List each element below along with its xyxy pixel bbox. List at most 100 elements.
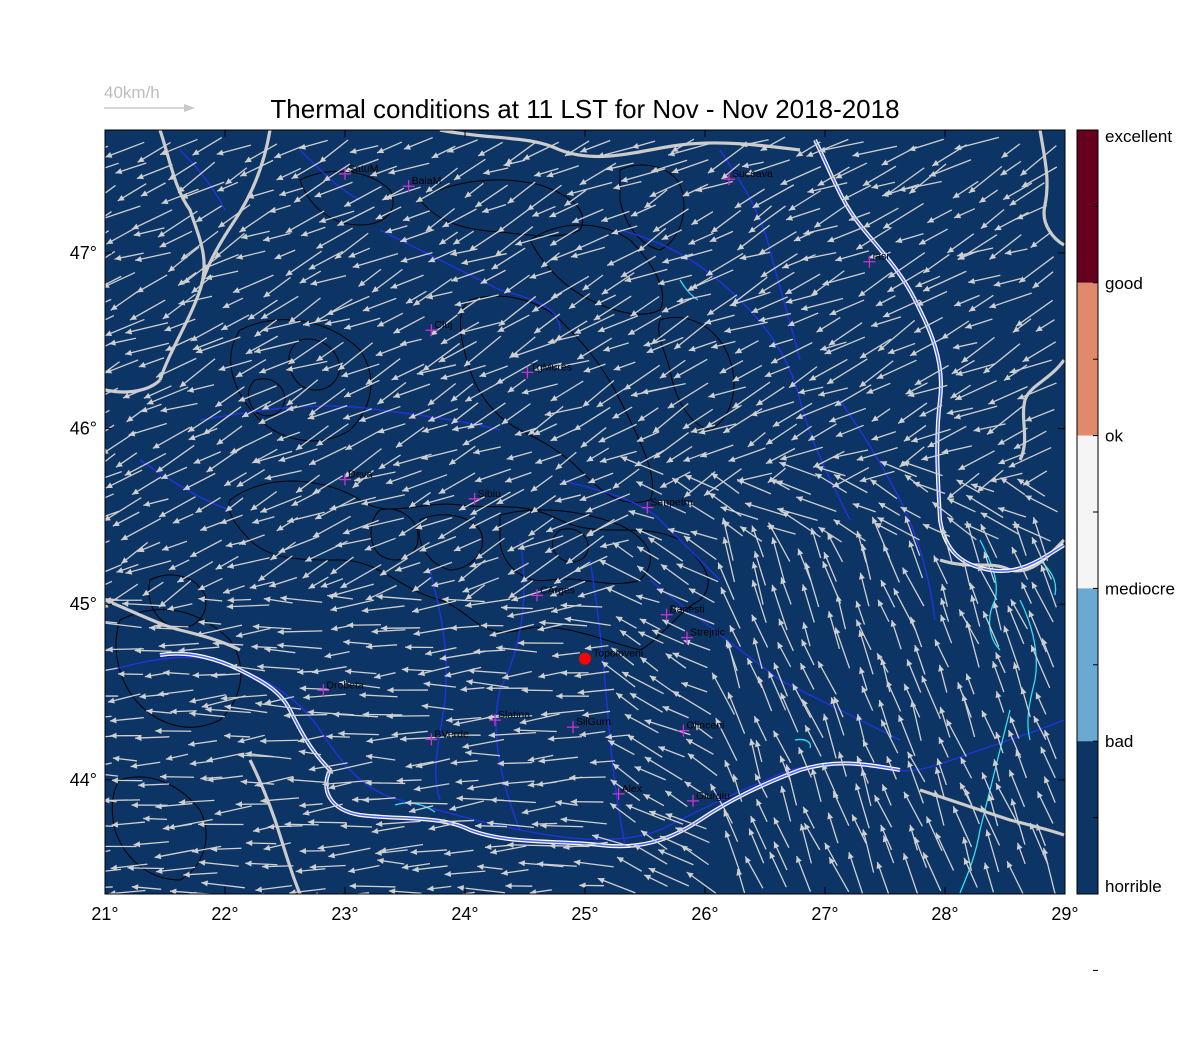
wind-arrow-head <box>457 884 464 891</box>
wind-arrow <box>520 554 559 583</box>
wind-arrow-head <box>546 171 554 178</box>
wind-arrow <box>1011 798 1026 845</box>
wind-arrow-head <box>428 256 436 263</box>
wind-arrow-head <box>898 715 904 723</box>
wind-arrow <box>908 540 924 579</box>
wind-arrow-head <box>747 658 753 666</box>
city-label: BVerde <box>434 728 469 740</box>
colorbar-label-good: good <box>1105 274 1143 293</box>
wind-arrow-head <box>936 758 943 766</box>
wind-arrow-head <box>517 639 525 647</box>
wind-arrow-head <box>556 693 563 700</box>
wind-arrow <box>180 230 219 260</box>
wind-arrow-head <box>695 186 703 193</box>
wind-arrow-head <box>70 673 77 679</box>
wind-arrow <box>285 250 322 277</box>
wind-arrow-head <box>546 526 554 533</box>
wind-arrow <box>376 595 422 601</box>
wind-arrow-head <box>544 410 552 417</box>
wind-arrow-head <box>139 693 146 700</box>
wind-arrow-head <box>570 798 577 805</box>
wind-arrow <box>124 342 170 355</box>
wind-arrow-head <box>760 271 768 278</box>
wind-arrow-head <box>802 699 808 707</box>
wind-arrow <box>653 432 689 459</box>
wind-arrow-head <box>921 455 929 461</box>
wind-arrow <box>769 851 787 888</box>
wind-arrow <box>576 337 613 360</box>
wind-arrow <box>827 226 864 243</box>
wind-arrow <box>964 788 980 825</box>
wind-arrow <box>105 667 118 672</box>
wind-arrow-head <box>178 647 185 654</box>
city-marker-tgmures: TgMures <box>521 361 572 379</box>
wind-arrow-head <box>770 357 778 364</box>
wind-arrow-head <box>914 379 922 385</box>
wind-arrow-head <box>837 751 844 759</box>
wind-arrow-head <box>262 403 270 410</box>
wind-arrow-head <box>1017 478 1025 485</box>
wind-arrow-head <box>816 326 824 333</box>
wind-arrow-head <box>218 221 226 228</box>
wind-arrow-head <box>933 790 940 798</box>
wind-arrow-head <box>386 713 393 720</box>
wind-arrow-head <box>898 417 906 424</box>
wind-arrow-head <box>195 506 203 513</box>
wind-arrow-head <box>371 628 378 635</box>
wind-arrow-head <box>307 413 315 420</box>
wind-arrow <box>462 577 500 593</box>
wind-arrow-head <box>751 525 758 533</box>
wind-arrow-head <box>328 783 336 790</box>
wind-arrow <box>277 630 323 633</box>
wind-arrow-head <box>723 427 731 433</box>
wind-arrow <box>308 388 346 416</box>
wind-arrow-head <box>236 480 244 487</box>
wind-arrow-head <box>965 323 973 329</box>
wind-arrow <box>278 448 318 462</box>
wind-arrow-head <box>105 602 109 608</box>
wind-arrow-head <box>133 230 141 237</box>
wind-arrow-head <box>676 297 684 304</box>
wind-arrow-head <box>661 306 669 313</box>
wind-arrow-head <box>773 817 780 825</box>
wind-arrow-head <box>160 406 168 413</box>
wind-arrow-head <box>239 226 247 233</box>
wind-arrow-head <box>861 829 868 837</box>
wind-arrow <box>120 517 162 541</box>
wind-arrow-head <box>564 616 572 623</box>
wind-arrow-head <box>276 174 284 180</box>
wind-arrow-head <box>105 797 110 804</box>
wind-arrow-head <box>934 639 941 647</box>
topoloveni-marker <box>579 652 591 665</box>
wind-arrow-head <box>201 880 208 887</box>
wind-arrow <box>286 511 325 523</box>
wind-arrow <box>771 537 786 583</box>
wind-arrow <box>620 168 666 182</box>
wind-arrow <box>124 452 167 476</box>
wind-arrow <box>337 206 375 227</box>
wind-arrow-head <box>862 179 870 186</box>
wind-arrow-head <box>950 392 958 399</box>
wind-arrow-head <box>109 890 116 894</box>
highlighted-location: Topoloveni <box>579 648 643 665</box>
wind-arrow-head <box>221 324 229 330</box>
wind-arrow <box>818 141 864 152</box>
wind-arrow <box>785 764 798 806</box>
colorbar-label-excellent: excellent <box>1105 127 1172 146</box>
wind-arrow-head <box>449 805 457 812</box>
wind-arrow-head <box>597 877 605 884</box>
wind-arrow-head <box>377 427 385 434</box>
wind-arrow-head <box>235 371 243 378</box>
wind-arrow-head <box>631 142 639 149</box>
wind-arrow-head <box>316 355 324 362</box>
wind-arrow-head <box>579 882 586 889</box>
wind-arrow-head <box>902 853 909 861</box>
wind-arrow-head <box>109 717 117 724</box>
wind-arrow-head <box>540 822 547 829</box>
wind-arrow-head <box>247 193 255 199</box>
wind-arrow-head <box>465 593 473 600</box>
wind-arrow-head <box>517 544 525 551</box>
wind-arrow <box>550 380 584 402</box>
wind-arrow-head <box>656 588 664 595</box>
wind-arrow <box>379 843 424 852</box>
